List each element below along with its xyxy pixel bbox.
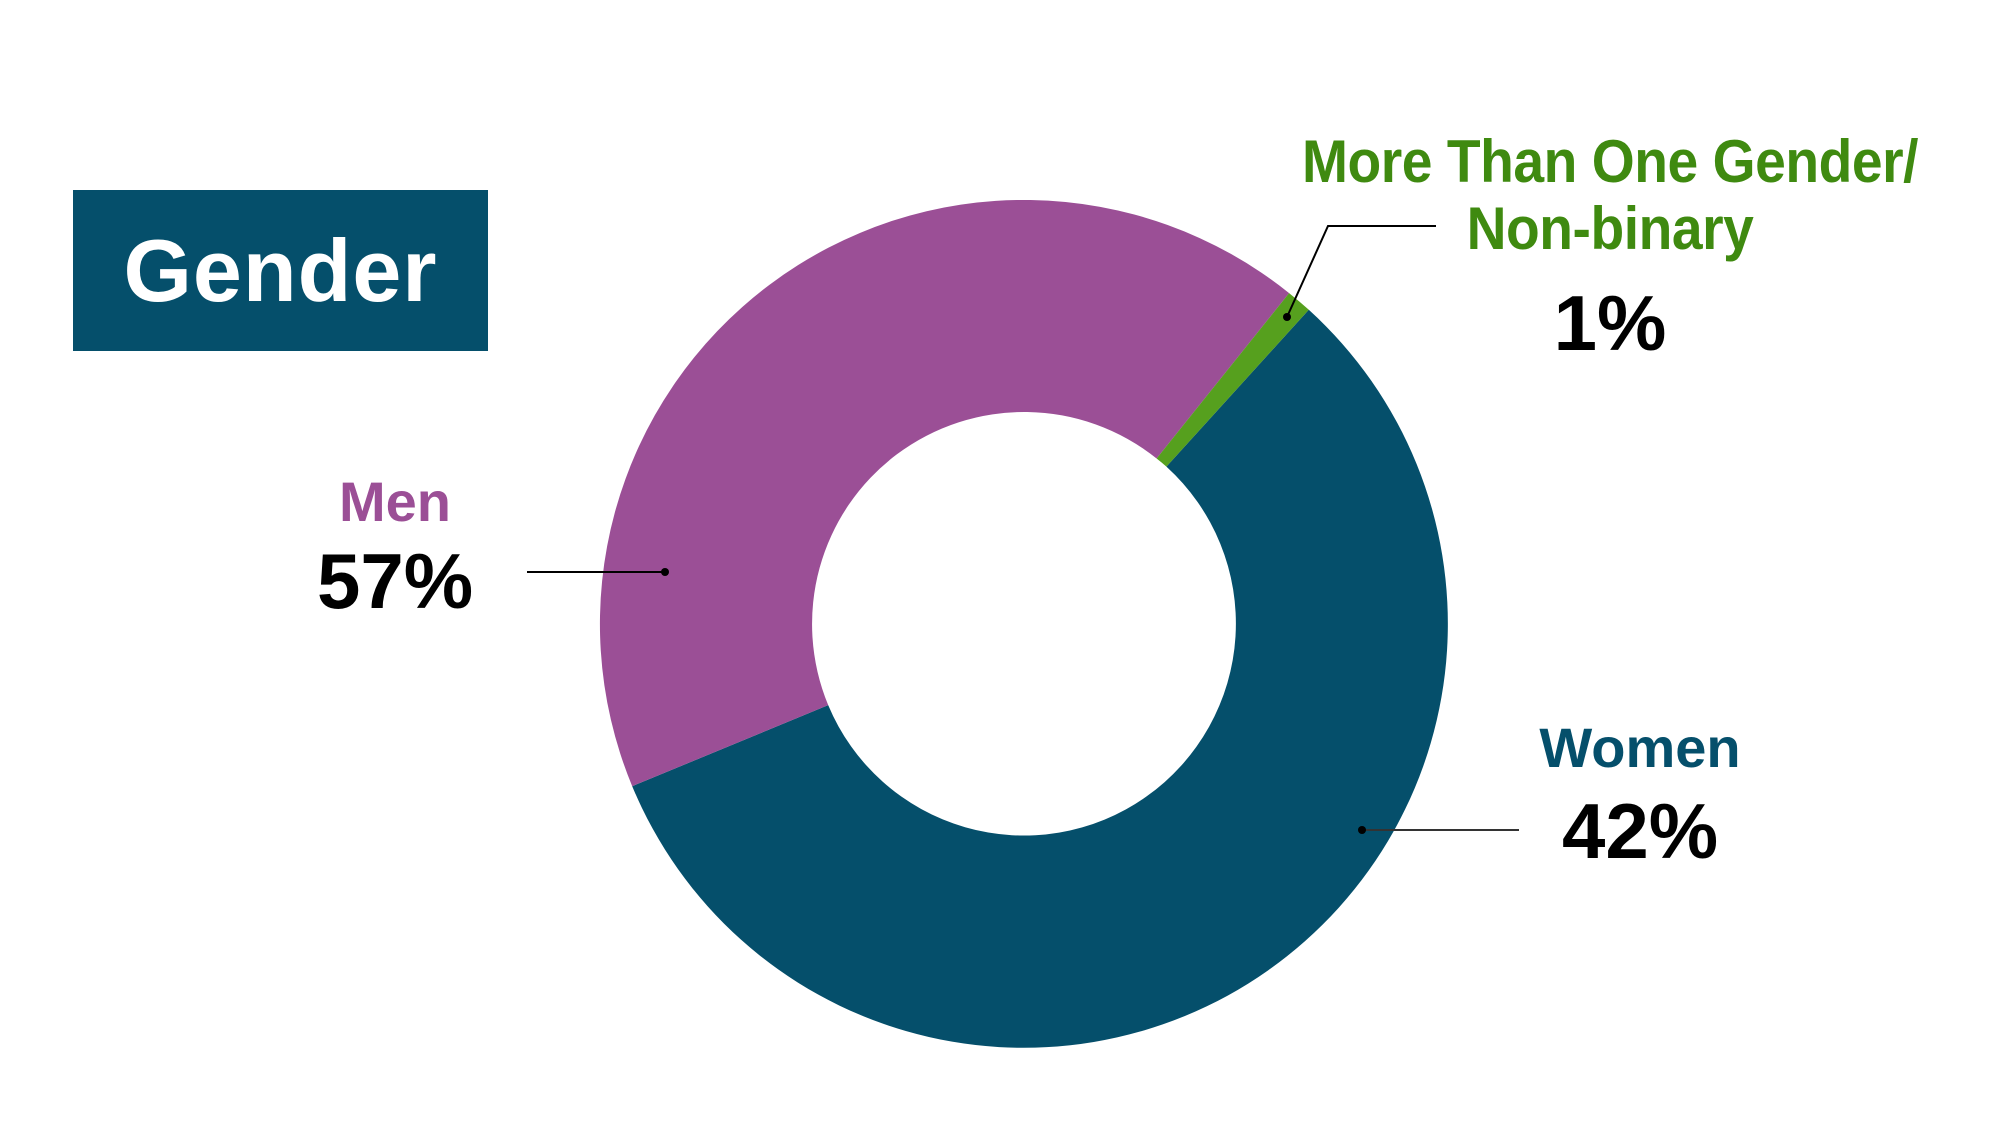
leader-line-men: [527, 568, 669, 576]
label-nonbinary-name-line2: Non-binary: [1466, 195, 1754, 263]
label-women-name: Women: [1539, 716, 1741, 779]
label-men-name: Men: [339, 470, 451, 533]
label-women: Women 42%: [1515, 716, 1765, 875]
leader-line-women: [1358, 826, 1519, 834]
segment-women: [632, 309, 1448, 1048]
segment-nonbinary: [1156, 293, 1309, 467]
label-nonbinary: More Than One Gender/ Non-binary 1%: [1250, 128, 1970, 362]
segment-men: [599, 199, 1290, 787]
label-nonbinary-value: 1%: [1553, 279, 1667, 368]
chart-title-box: Gender: [73, 190, 488, 351]
chart-title: Gender: [123, 220, 438, 320]
label-women-value: 42%: [1561, 787, 1719, 875]
label-nonbinary-name-line1: More Than One Gender/: [1301, 128, 1919, 195]
leader-line-nonbinary: [1283, 225, 1436, 321]
label-men: Men 57%: [300, 470, 490, 625]
label-men-value: 57%: [316, 537, 474, 625]
